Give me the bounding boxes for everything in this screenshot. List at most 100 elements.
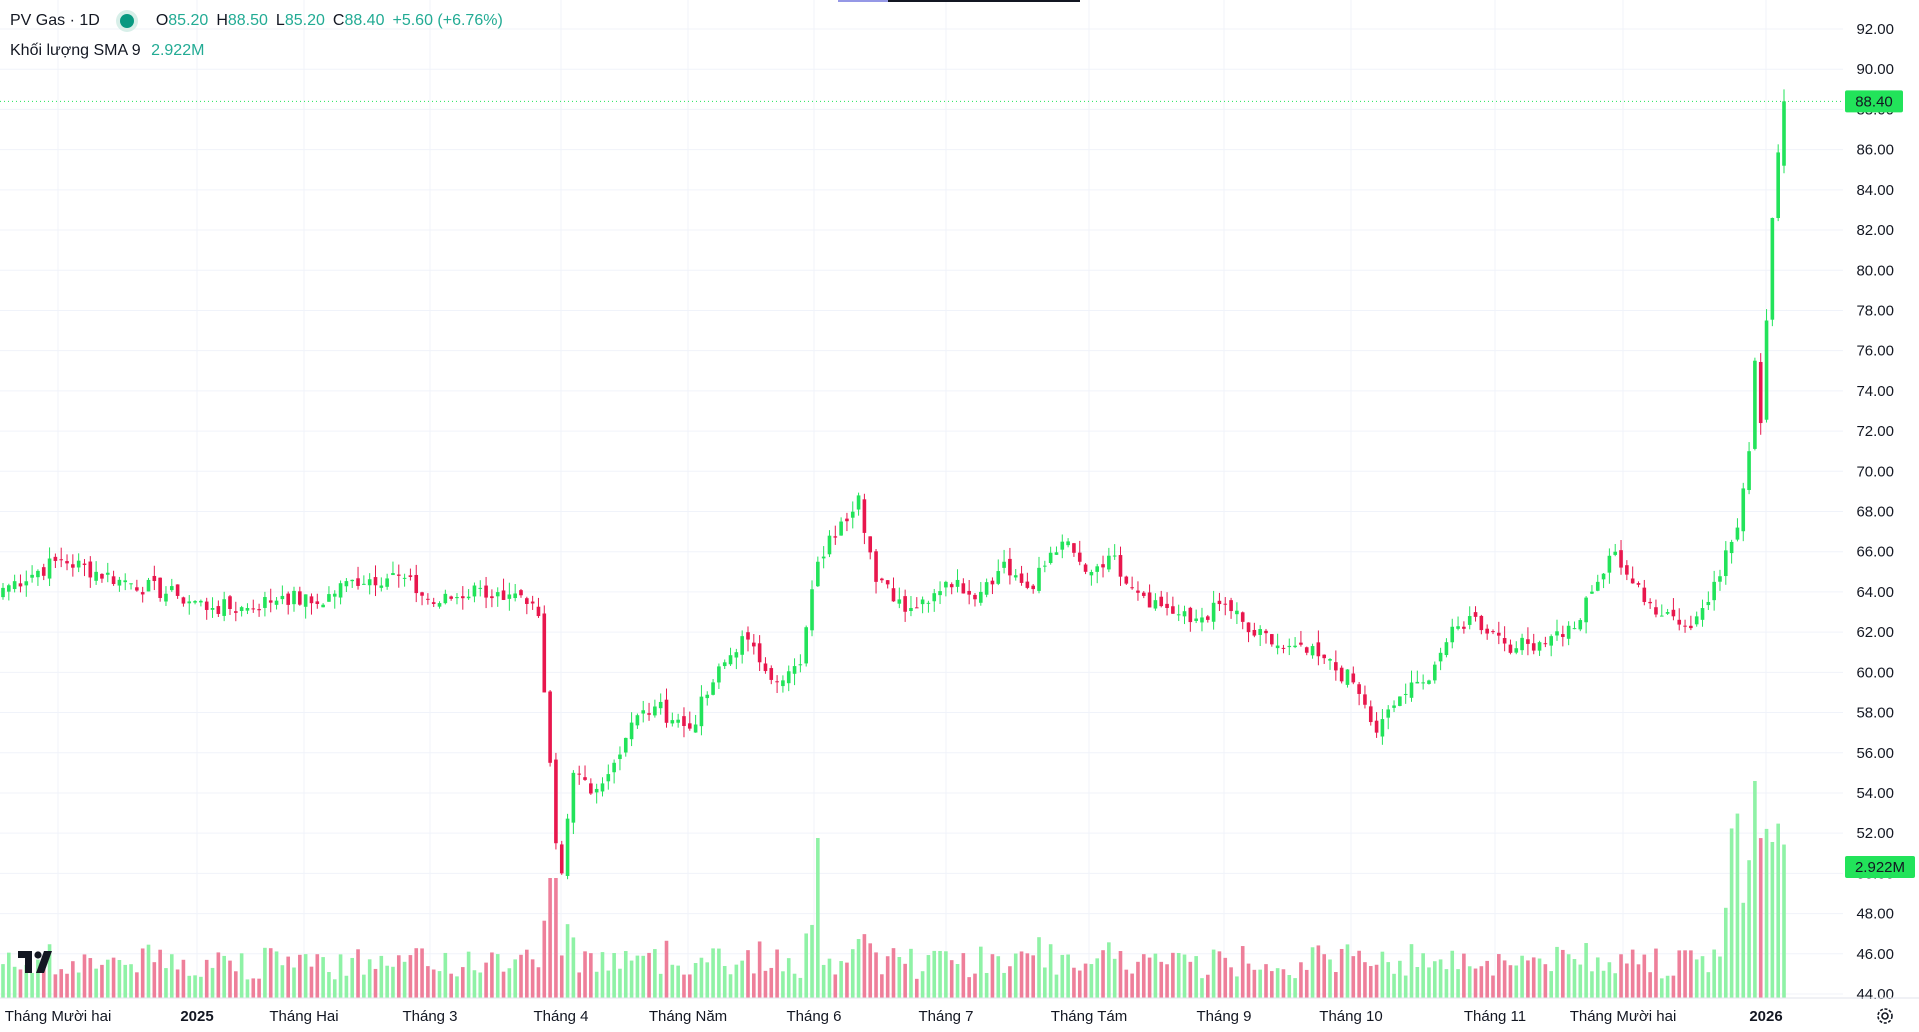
candle-body [1537,642,1542,651]
volume-bar [274,951,279,998]
price-tick-label: 58.00 [1856,705,1894,722]
volume-bar [1252,969,1257,998]
volume-bar [88,958,93,998]
price-tick-label: 48.00 [1856,906,1894,923]
volume-bar [752,973,756,998]
candle-body [1281,647,1286,649]
candle-body [536,606,541,617]
volume-bar [18,969,23,998]
candle-body [1723,550,1728,577]
volume-bar [1648,972,1652,998]
high-key: H [216,12,228,29]
candle-body [391,573,395,576]
candle-body [1630,578,1635,584]
candle-body [414,574,419,594]
volume-bar [1683,950,1687,998]
volume-bar [816,838,820,998]
volume-bar [100,964,104,998]
candle-body [1351,673,1356,683]
volume-bar [71,961,75,998]
candle-body [1479,615,1484,631]
price-axis[interactable]: 92.0090.0088.0086.0084.0082.0080.0078.00… [1856,21,1894,1003]
candle-body [222,599,226,616]
volume-bar [158,949,162,998]
volume-bar [135,972,139,998]
candle-body [1060,541,1065,550]
tradingview-logo-icon[interactable] [14,944,58,980]
candle-body [1758,361,1763,424]
volume-bar [478,972,483,998]
candle-body [53,556,58,561]
volume-bar [798,977,803,998]
candle-body [466,596,471,599]
candle-body [1171,606,1175,614]
volume-bar [682,974,686,998]
candle-body [1450,626,1455,643]
time-axis[interactable]: Tháng Mười hai 2025 Tháng Hai Tháng 3 Tháng … [0,997,1919,1025]
candle-body [618,754,622,760]
volume-bar [245,979,250,998]
candle-body [309,596,314,604]
candle-body [501,590,506,600]
candle-body [30,574,34,578]
candle-body [1095,566,1100,572]
volume-bar [1706,972,1711,998]
candle-body [1398,696,1402,706]
interval-label[interactable]: 1D [79,12,100,29]
volume-bar [1368,966,1373,998]
volume-bar [1299,962,1303,998]
volume-bar [565,924,570,998]
candle-body [647,713,651,715]
volume-bar [1607,962,1612,998]
candle-body [1124,576,1129,584]
candle-body [705,694,710,699]
candle-body [1747,451,1751,491]
candle-body [1735,527,1740,540]
candle-body [315,601,320,604]
candle-body [71,564,75,568]
candle-body [1240,612,1245,622]
candle-body [1694,616,1699,625]
volume-bar [670,964,675,998]
candle-body [280,595,285,600]
candle-body [635,715,640,726]
volume-bar [1363,962,1367,998]
volume-bar [984,972,989,998]
candle-body [1607,555,1612,573]
candle-body [1549,636,1553,646]
volume-bar [507,968,512,998]
volume-bar [1194,956,1198,998]
candle-body [1421,682,1425,684]
volume-bar [303,954,308,998]
price-tick-label: 64.00 [1856,584,1894,601]
volume-bar [821,964,826,998]
symbol-name[interactable]: PV Gas [10,12,66,29]
volume-bar [1304,969,1309,998]
candle-body [914,607,919,609]
candle-body [1217,600,1222,605]
candle-body [909,608,913,612]
candle-body [542,613,547,693]
candle-body [1642,587,1647,602]
candle-body [1462,626,1466,629]
candle-body [810,589,814,631]
candle-body [973,594,977,600]
volume-bar [1526,960,1530,998]
volume-bar [699,957,704,998]
market-status-icon[interactable] [119,14,134,28]
volume-bar [525,949,529,998]
volume-bar [676,965,680,998]
candle-body [961,583,966,594]
settings-gear-icon[interactable] [1874,1005,1896,1027]
volume-bar [932,950,937,998]
volume-indicator-name[interactable]: Khối lượng SMA 9 [10,42,141,59]
volume-bar [140,948,145,998]
candle-body [385,578,389,587]
volume-bar [1467,966,1472,998]
low-value: 85.20 [284,12,325,29]
candle-body [431,602,436,604]
candle-body [1013,575,1018,578]
candle-body [1508,644,1513,653]
candle-body [944,581,948,588]
